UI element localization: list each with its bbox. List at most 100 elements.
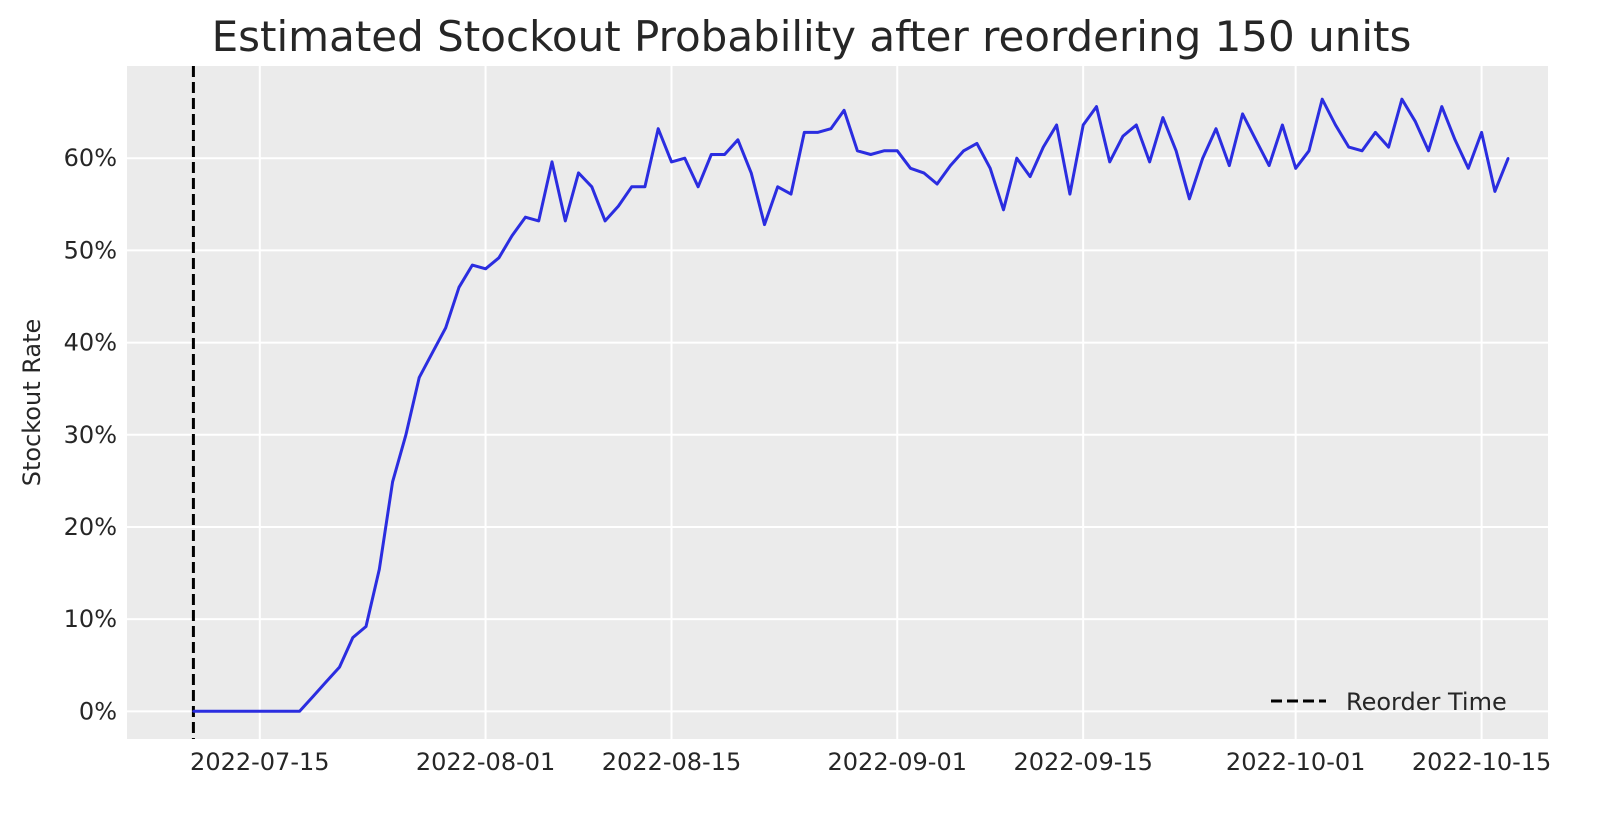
data-point [431,351,434,354]
data-point [497,256,501,259]
data-point [1334,123,1337,127]
data-point [882,149,886,153]
data-point [1174,149,1178,153]
x-gridlines [258,66,1483,739]
data-point [338,665,341,669]
data-point [1387,145,1390,149]
data-point [1307,149,1311,153]
data-point [975,142,979,145]
data-point [1068,192,1072,196]
data-point [736,138,740,141]
data-point [723,153,726,156]
data-point [1108,160,1111,164]
data-point [829,127,833,130]
data-point [896,149,899,153]
data-point [776,185,779,188]
data-point [1148,160,1151,164]
data-point [1081,123,1085,127]
y-tick-label: 0% [79,697,117,725]
data-point [749,171,753,175]
data-point [869,153,872,156]
data-point [484,267,487,271]
data-point [1188,197,1191,200]
data-point [657,127,660,130]
data-point [205,710,208,713]
data-point [1281,123,1284,127]
data-point [258,710,262,713]
y-axis-label: Stockout Rate [18,319,46,487]
x-tick-label: 2022-09-01 [828,748,967,776]
data-point [1214,127,1218,130]
x-tick-label: 2022-10-01 [1226,748,1365,776]
data-point [218,710,222,713]
data-point [364,625,368,628]
data-point [1095,105,1098,108]
series-line [193,97,1510,713]
data-point [1374,131,1377,134]
data-point [192,710,195,713]
legend-label-reorder-time: Reorder Time [1346,688,1507,716]
data-point [683,156,686,160]
data-point [1121,134,1125,138]
data-point [1321,97,1324,101]
data-point [232,710,235,713]
y-tick-label: 10% [64,605,117,633]
data-point [457,286,461,289]
data-point [989,167,992,170]
x-tick-label: 2022-07-15 [190,748,329,776]
data-point [444,326,447,330]
data-point [670,160,673,164]
data-point [643,185,647,188]
data-point [1294,167,1297,170]
data-point [1360,149,1364,153]
data-point [1135,123,1138,127]
y-tick-label: 50% [64,236,117,264]
data-point [1241,112,1244,116]
x-axis-tick-labels: 2022-07-15 2022-08-01 2022-08-15 2022-09-01… [190,748,1551,776]
data-point [949,164,952,167]
data-point [1493,190,1497,193]
data-point [922,171,926,175]
data-point [1042,145,1045,149]
data-point [325,680,328,684]
data-point [1267,164,1271,167]
data-point [285,710,288,713]
x-tick-label: 2022-10-15 [1412,748,1551,776]
x-tick-label: 2022-08-15 [602,748,741,776]
data-point [935,182,939,186]
data-point [816,131,819,134]
data-point [1480,131,1483,134]
data-point [789,192,793,196]
y-axis-tick-labels: 0% 10% 20% 30% 40% 50% 60% [64,144,117,725]
data-point [271,710,275,713]
x-tick-label: 2022-09-15 [1013,748,1152,776]
data-point [696,185,700,188]
data-point [909,167,912,170]
data-point [962,149,965,153]
data-point [537,219,540,223]
data-point [1254,138,1258,141]
data-point [1002,208,1005,212]
data-point [803,131,806,134]
data-point [1440,105,1443,108]
data-point [510,234,514,237]
data-point [842,109,846,112]
data-point [763,223,766,226]
data-point [577,171,580,175]
data-point [1201,156,1204,160]
data-point [1161,116,1165,119]
data-point [1506,156,1510,160]
y-tick-label: 30% [64,421,117,449]
data-point [710,153,713,156]
data-point [245,710,248,713]
data-point [1453,138,1457,141]
plot-area [127,66,1548,739]
data-point [1413,120,1417,123]
data-point [298,710,301,713]
data-point [856,149,859,153]
data-point [311,695,315,698]
x-tick-label: 2022-08-01 [416,748,555,776]
y-tick-label: 60% [64,144,117,172]
data-point [550,160,554,164]
